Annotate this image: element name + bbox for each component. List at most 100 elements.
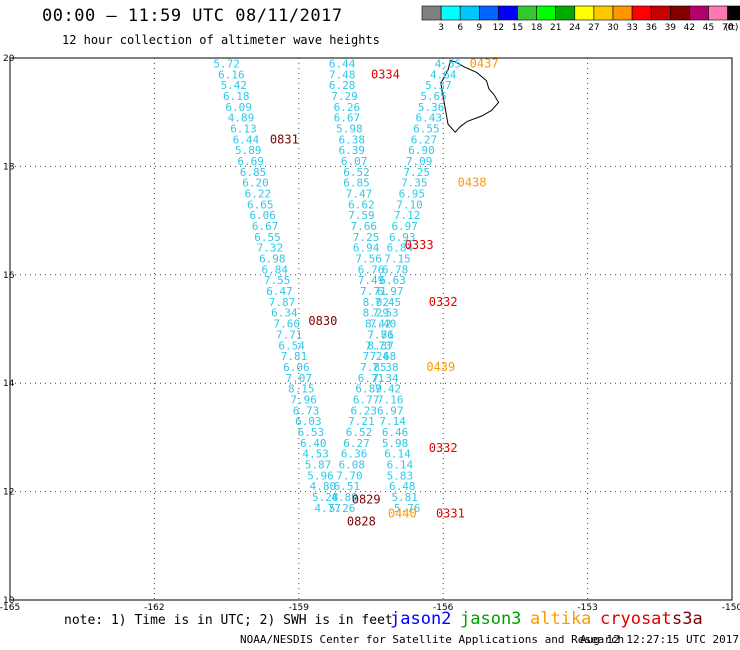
swh-value: 7.71 — [360, 285, 387, 298]
pass-time-label: 0440 — [388, 506, 417, 520]
swh-value: 7.09 — [406, 155, 433, 168]
satellite-legend-s3a: s3a — [672, 609, 703, 629]
swh-value: 5.98 — [382, 437, 409, 450]
swh-value: 7.45 — [375, 296, 402, 309]
swh-value: 7.70 — [336, 469, 363, 482]
swh-value: 6.18 — [223, 90, 250, 103]
color-scale-swatch — [593, 5, 614, 21]
swh-value: 7.48 — [329, 68, 356, 81]
swh-value: 6.14 — [384, 448, 411, 461]
swh-value: 7.35 — [401, 177, 428, 190]
lon-tick-label: -159 — [289, 603, 310, 613]
pass-time-label: 0828 — [347, 514, 376, 528]
swh-value: 6.48 — [389, 480, 416, 493]
pass-time-label: 0437 — [470, 56, 499, 70]
swh-value: 5.28 — [312, 491, 339, 504]
lon-tick-label: -162 — [144, 603, 164, 613]
swh-value: 6.97 — [391, 220, 418, 233]
swh-value: 6.90 — [408, 144, 435, 157]
swh-value: 7.96 — [290, 393, 317, 406]
lon-tick-label: -165 — [0, 603, 20, 613]
swh-value: 6.08 — [338, 459, 365, 472]
swh-value: 6.78 — [382, 263, 409, 276]
satellite-legend-jason3: jason3 — [460, 609, 522, 629]
swh-value: 7.47 — [346, 188, 373, 201]
swh-value: 7.60 — [274, 318, 301, 331]
swh-value: 8.37 — [367, 339, 394, 352]
color-scale-swatch — [650, 5, 671, 21]
swh-value: 7.68 — [370, 350, 397, 363]
swh-value: 5.26 — [329, 502, 356, 515]
swh-value: 7.07 — [286, 372, 313, 385]
swh-value: 6.14 — [387, 459, 414, 472]
swh-value: 6.36 — [341, 448, 368, 461]
swh-value: 6.65 — [247, 198, 274, 211]
swh-value: 7.34 — [372, 372, 399, 385]
swh-value: 4.89 — [331, 491, 358, 504]
color-scale-tick: 45 — [703, 23, 714, 33]
color-scale-swatch — [708, 5, 728, 21]
swh-value: 6.67 — [252, 220, 279, 233]
swh-value: 7.14 — [379, 415, 406, 428]
swh-value: 7.73 — [365, 339, 392, 352]
color-scale-swatch — [421, 5, 442, 21]
color-scale-tick: 3 — [438, 23, 444, 33]
color-scale-swatch — [459, 5, 480, 21]
swh-value: 7.29 — [331, 90, 358, 103]
swh-value: 6.07 — [341, 155, 368, 168]
swh-value: 8.15 — [288, 383, 315, 396]
swh-value: 5.81 — [391, 491, 418, 504]
swh-value: 7.71 — [276, 328, 303, 341]
lat-tick-label: 18 — [3, 162, 15, 172]
swh-value: 5.42 — [221, 79, 248, 92]
swh-value: 6.03 — [295, 415, 322, 428]
swh-value: 8.29 — [363, 307, 390, 320]
swh-value: 6.71 — [358, 372, 385, 385]
swh-value: 6.46 — [382, 426, 409, 439]
swh-value: 6.23 — [351, 404, 378, 417]
color-scale-tick: 12 — [493, 23, 504, 33]
color-scale-tick: 21 — [550, 23, 561, 33]
swh-value: 4.80 — [310, 480, 337, 493]
swh-value: 5.76 — [394, 502, 421, 515]
lat-tick-label: 12 — [3, 488, 14, 498]
swh-value: 6.06 — [283, 361, 310, 374]
pass-time-label: 0831 — [270, 132, 299, 146]
swh-value: 5.96 — [307, 469, 334, 482]
swh-value: 5.89 — [235, 144, 262, 157]
swh-value: 5.98 — [336, 122, 363, 135]
swh-value: 6.40 — [300, 437, 327, 450]
swh-value: 6.34 — [271, 307, 298, 320]
swh-value: 6.09 — [225, 101, 252, 114]
swh-value: 7.42 — [375, 383, 402, 396]
swh-value: 7.53 — [372, 307, 399, 320]
swh-value: 6.97 — [377, 285, 404, 298]
swh-value: 7.25 — [353, 231, 380, 244]
swh-value: 7.55 — [264, 274, 291, 287]
swh-value: 7.66 — [351, 220, 378, 233]
lon-tick-label: -156 — [433, 603, 454, 613]
color-scale-swatch — [727, 5, 740, 21]
color-scale-swatch — [669, 5, 690, 21]
color-scale-tick: 27 — [588, 23, 599, 33]
swh-value: 6.69 — [237, 155, 264, 168]
lat-tick-label: 10 — [3, 596, 15, 606]
swh-value: 8.42 — [365, 318, 392, 331]
swh-value: 7.86 — [367, 328, 394, 341]
swh-value: 7.24 — [363, 350, 390, 363]
island-coastline — [440, 60, 500, 134]
swh-value: 6.73 — [293, 404, 320, 417]
color-scale-tick: 70 — [722, 23, 734, 33]
page-title: 00:00 – 11:59 UTC 08/11/2017 — [42, 6, 343, 26]
color-scale-tick: 39 — [665, 23, 677, 33]
pass-time-label: 0830 — [308, 314, 337, 328]
swh-value: 6.77 — [353, 393, 380, 406]
swh-value: 5.83 — [387, 469, 414, 482]
swh-value: 7.16 — [377, 393, 404, 406]
color-scale-unit: (ft) — [725, 23, 739, 33]
color-scale-tick: 15 — [512, 23, 523, 33]
satellite-legend-jason2: jason2 — [390, 609, 452, 629]
swh-value: 4.64 — [430, 68, 457, 81]
swh-value: 8.02 — [363, 296, 390, 309]
swh-value: 5.65 — [420, 90, 447, 103]
